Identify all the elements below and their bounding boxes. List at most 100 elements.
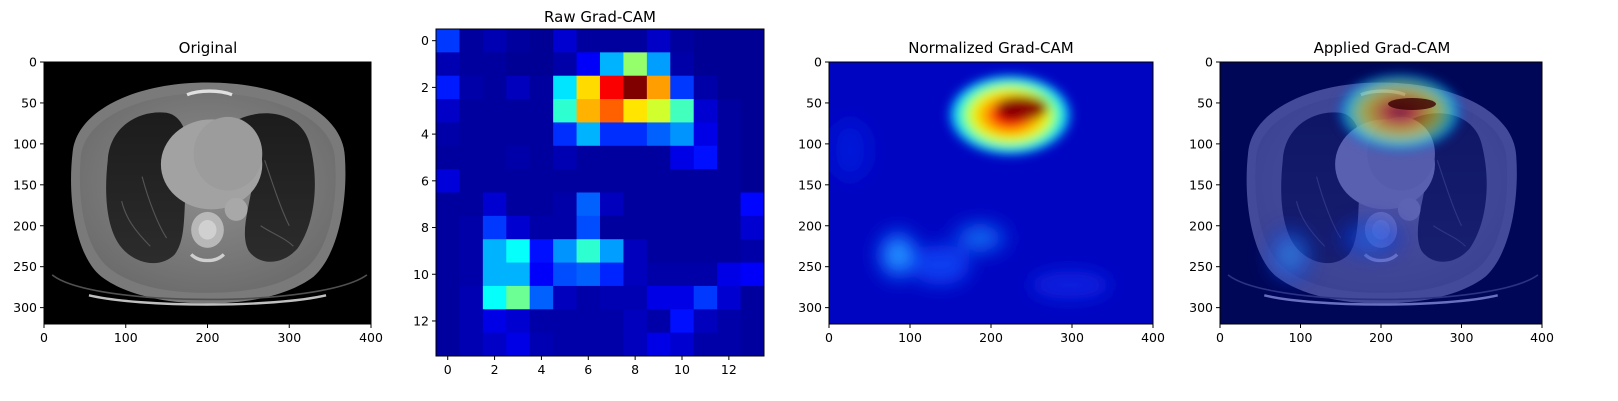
axes-raw: 0 2 4 6 8 10 12 0 2 4 6 8 10 12 bbox=[413, 33, 737, 377]
y-tick-label: 250 bbox=[798, 259, 822, 274]
heatmap-cell-2-0 bbox=[436, 75, 460, 100]
heatmap-cell-6-1 bbox=[459, 169, 484, 193]
y-tick-label: 200 bbox=[1189, 218, 1213, 233]
heatmap-cell-13-3 bbox=[506, 332, 531, 357]
y-tick-label: 4 bbox=[421, 127, 429, 142]
heatmap-cell-0-1 bbox=[459, 29, 484, 53]
heatmap-cell-12-5 bbox=[553, 309, 577, 334]
heatmap-cell-7-13 bbox=[740, 192, 765, 217]
panel-applied-title: Applied Grad-CAM bbox=[1314, 39, 1451, 57]
x-tick-label: 300 bbox=[1450, 330, 1474, 345]
panel-raw: Raw Grad-CAM 0 2 4 6 8 10 12 0 2 4 6 8 10 12 bbox=[413, 8, 765, 377]
heatmap-cell-5-2 bbox=[482, 145, 507, 170]
heatmap-cell-2-3 bbox=[506, 75, 531, 100]
heatmap-cell-3-3 bbox=[506, 99, 531, 123]
heatmap-cell-12-4 bbox=[529, 309, 554, 334]
heatmap-cell-4-6 bbox=[576, 122, 601, 147]
heatmap-cell-10-11 bbox=[693, 262, 718, 287]
heatmap-cell-11-12 bbox=[717, 285, 741, 310]
heatmap-cell-1-8 bbox=[623, 52, 648, 77]
heatmap-cell-1-5 bbox=[553, 52, 577, 77]
x-tick-label: 300 bbox=[1060, 330, 1084, 345]
heatmap-cell-8-2 bbox=[482, 215, 507, 240]
y-tick-label: 250 bbox=[13, 259, 37, 274]
heatmap-cell-2-8 bbox=[623, 75, 648, 100]
heatmap-cell-6-6 bbox=[576, 169, 601, 193]
heatmap-cell-10-8 bbox=[623, 262, 648, 287]
heatmap-cell-3-2 bbox=[482, 99, 507, 123]
heatmap-cell-4-4 bbox=[529, 122, 554, 147]
heatmap-cell-3-13 bbox=[740, 99, 765, 123]
heatmap-cell-5-0 bbox=[436, 145, 460, 170]
heatmap-cell-7-9 bbox=[646, 192, 671, 217]
x-tick-label: 4 bbox=[537, 362, 545, 377]
heatmap-cell-13-11 bbox=[693, 332, 718, 357]
heatmap bbox=[436, 29, 765, 357]
heatmap-cell-12-1 bbox=[459, 309, 484, 334]
y-tick-label: 200 bbox=[13, 218, 37, 233]
heatmap-cell-4-7 bbox=[600, 122, 624, 147]
heatmap-cell-10-3 bbox=[506, 262, 531, 287]
heatmap-cell-1-9 bbox=[646, 52, 671, 77]
heatmap-cell-8-10 bbox=[670, 215, 695, 240]
heatmap-cell-8-8 bbox=[623, 215, 648, 240]
heatmap-cell-9-11 bbox=[693, 239, 718, 263]
heatmap-cell-3-5 bbox=[553, 99, 577, 123]
heatmap-cell-13-6 bbox=[576, 332, 601, 357]
heatmap-cell-11-11 bbox=[693, 285, 718, 310]
heatmap-cell-13-7 bbox=[600, 332, 624, 357]
heatmap-cell-7-6 bbox=[576, 192, 601, 217]
heatmap-cell-2-6 bbox=[576, 75, 601, 100]
y-tick-label: 0 bbox=[421, 33, 429, 48]
heatmap-cell-10-6 bbox=[576, 262, 601, 287]
heatmap-cell-12-9 bbox=[646, 309, 671, 334]
heatmap-cell-12-2 bbox=[482, 309, 507, 334]
heatmap-cell-7-12 bbox=[717, 192, 741, 217]
heatmap-cell-7-8 bbox=[623, 192, 648, 217]
heatmap-cell-0-11 bbox=[693, 29, 718, 53]
heatmap-cell-7-3 bbox=[506, 192, 531, 217]
heatmap-cell-11-4 bbox=[529, 285, 554, 310]
x-tick-label: 10 bbox=[674, 362, 690, 377]
panel-original-title: Original bbox=[179, 39, 238, 57]
heatmap-cell-11-7 bbox=[600, 285, 624, 310]
heatmap-cell-6-9 bbox=[646, 169, 671, 193]
heatmap-cell-7-1 bbox=[459, 192, 484, 217]
heatmap-cell-3-4 bbox=[529, 99, 554, 123]
x-tick-label: 400 bbox=[1530, 330, 1554, 345]
heatmap-cell-3-9 bbox=[646, 99, 671, 123]
heatmap-cell-4-3 bbox=[506, 122, 531, 147]
heatmap-cell-2-13 bbox=[740, 75, 765, 100]
heatmap-cell-12-11 bbox=[693, 309, 718, 334]
heatmap-cell-0-0 bbox=[436, 29, 460, 53]
x-tick-label: 100 bbox=[114, 330, 138, 345]
x-tick-label: 200 bbox=[1369, 330, 1393, 345]
heatmap-cell-8-9 bbox=[646, 215, 671, 240]
heatmap-cell-7-10 bbox=[670, 192, 695, 217]
heatmap-cell-5-11 bbox=[693, 145, 718, 170]
y-tick-label: 0 bbox=[814, 55, 822, 70]
heatmap-cell-13-10 bbox=[670, 332, 695, 357]
heatmap-cell-13-0 bbox=[436, 332, 460, 357]
heatmap-cell-10-0 bbox=[436, 262, 460, 287]
heatmap-cell-10-4 bbox=[529, 262, 554, 287]
y-tick-label: 100 bbox=[13, 136, 37, 151]
heatmap-cell-13-13 bbox=[740, 332, 765, 357]
y-tick-label: 8 bbox=[421, 220, 429, 235]
smooth-heatmap bbox=[829, 62, 1153, 324]
panel-original: Original 0 100 200 300 400 0 50 100 150 200 250 300 bbox=[13, 39, 383, 345]
heatmap-cell-7-2 bbox=[482, 192, 507, 217]
heatmap-cell-8-11 bbox=[693, 215, 718, 240]
heatmap-cell-10-2 bbox=[482, 262, 507, 287]
heatmap-cell-4-0 bbox=[436, 122, 460, 147]
y-tick-label: 300 bbox=[13, 300, 37, 315]
heatmap-cell-0-8 bbox=[623, 29, 648, 53]
x-tick-label: 2 bbox=[491, 362, 499, 377]
panel-normalized: Normalized Grad-CAM 0 100 200 300 400 0 50 100 1… bbox=[798, 39, 1165, 345]
heatmap-cell-6-11 bbox=[693, 169, 718, 193]
x-tick-label: 100 bbox=[898, 330, 922, 345]
heatmap-cell-6-5 bbox=[553, 169, 577, 193]
y-tick-label: 300 bbox=[798, 300, 822, 315]
y-tick-label: 150 bbox=[1189, 177, 1213, 192]
